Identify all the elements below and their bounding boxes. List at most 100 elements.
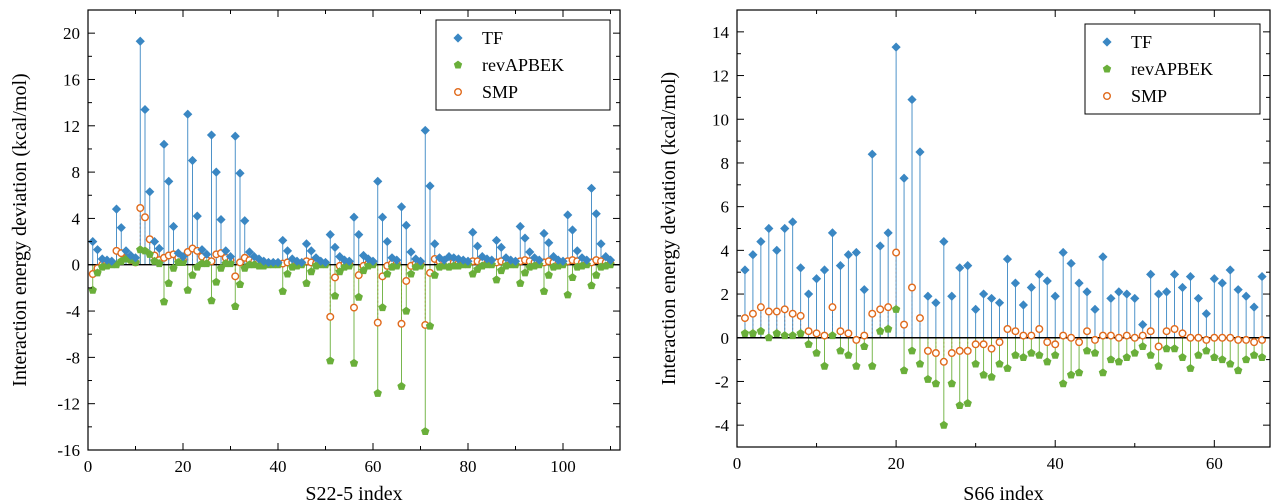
data-point [756, 303, 765, 312]
data-point [231, 272, 240, 281]
data-point [884, 303, 893, 312]
legend-box [435, 19, 611, 111]
data-point [221, 246, 231, 256]
data-point [947, 291, 957, 301]
y-axis-label: Interaction energy deviation (kcal/mol) [9, 73, 31, 386]
legend-marker [453, 33, 463, 43]
data-point [587, 281, 596, 290]
data-point [971, 340, 980, 349]
data-point [1226, 359, 1235, 368]
legend-label: TF [1131, 32, 1152, 52]
data-point [1051, 340, 1060, 349]
data-point [572, 246, 582, 256]
data-point [591, 209, 601, 219]
data-point [1106, 331, 1115, 340]
data-point [780, 331, 789, 340]
data-point [1122, 353, 1131, 361]
data-point [1194, 350, 1203, 359]
data-point [1170, 325, 1179, 334]
data-point [88, 285, 97, 294]
data-point [140, 213, 149, 222]
data-point [183, 285, 192, 294]
data-point [1002, 254, 1013, 264]
data-point [788, 331, 797, 340]
data-point [135, 36, 145, 46]
data-point [1185, 271, 1196, 282]
data-point [1177, 282, 1188, 293]
data-point [240, 216, 250, 226]
plot-frame [87, 9, 621, 451]
data-point [868, 309, 877, 318]
x-axis-label: S66 index [963, 483, 1044, 504]
data-point [740, 314, 749, 323]
data-point [1090, 304, 1100, 314]
data-point [226, 259, 235, 268]
data-point [812, 329, 821, 338]
data-point [301, 239, 312, 249]
data-point [764, 333, 774, 342]
data-point [525, 247, 535, 257]
legend-marker [1102, 91, 1111, 100]
legend-entry: revAPBEK [453, 55, 564, 75]
data-point [764, 223, 774, 234]
data-point [1234, 335, 1243, 344]
legend-entry: TF [1102, 32, 1152, 52]
data-point [1242, 335, 1251, 344]
data-point [1202, 335, 1211, 344]
data-point [102, 255, 112, 265]
data-point [1226, 333, 1235, 342]
data-point [88, 236, 98, 247]
data-point [202, 249, 212, 259]
data-point [1035, 325, 1044, 334]
x-tick-label: 40 [1047, 454, 1064, 473]
data-point [378, 303, 387, 312]
data-point [1154, 361, 1163, 370]
data-point [1178, 353, 1187, 361]
data-point [496, 242, 506, 252]
data-point [851, 247, 861, 258]
data-point [828, 331, 837, 340]
data-point [207, 296, 216, 305]
data-point [430, 270, 439, 279]
data-point [145, 249, 154, 258]
data-point [1042, 276, 1052, 286]
data-point [1257, 271, 1267, 282]
data-point [1257, 353, 1267, 361]
data-point [963, 346, 972, 355]
x-axis-label: S22-5 index [305, 483, 402, 504]
data-point [1241, 355, 1251, 364]
data-point [326, 356, 335, 365]
data-point [1066, 370, 1076, 379]
data-point [188, 270, 197, 279]
data-point [402, 306, 411, 315]
data-point [164, 176, 174, 186]
y-tick-label: 6 [721, 198, 730, 217]
data-point [331, 273, 340, 282]
data-point [859, 285, 869, 295]
data-point [373, 318, 382, 327]
data-point [529, 253, 540, 263]
data-point [995, 338, 1004, 347]
y-tick-label: 14 [712, 23, 730, 42]
data-point [1194, 333, 1203, 342]
data-point [145, 187, 155, 197]
data-point [1043, 357, 1052, 366]
data-point [273, 257, 283, 268]
data-point [740, 328, 750, 337]
y-tick-label: -8 [66, 348, 80, 367]
data-point [111, 204, 122, 214]
data-point [1082, 287, 1092, 297]
data-point [468, 227, 478, 237]
legend-box [1084, 23, 1261, 115]
data-point [1218, 333, 1227, 342]
data-point [558, 256, 568, 266]
data-point [278, 286, 287, 295]
data-point [1019, 331, 1028, 340]
y-tick-label: 8 [721, 154, 730, 173]
data-point [772, 245, 782, 255]
data-point [947, 349, 956, 358]
data-point [788, 217, 798, 227]
x-tick-label: 60 [1206, 454, 1223, 473]
data-point [939, 357, 948, 366]
x-tick-label: 80 [460, 457, 477, 476]
